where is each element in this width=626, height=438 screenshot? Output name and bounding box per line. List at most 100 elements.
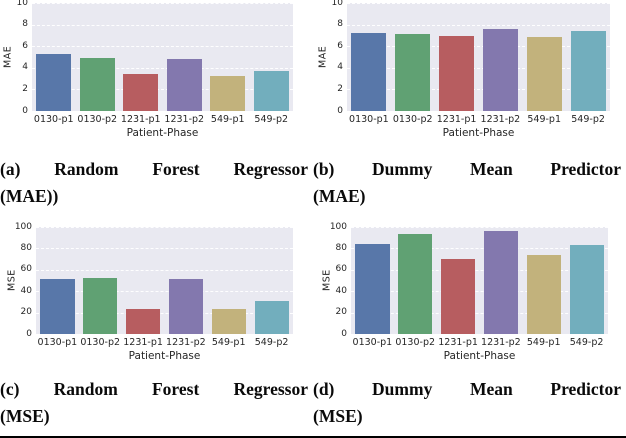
gridline (347, 67, 610, 69)
bar-549-p1 (211, 309, 246, 334)
y-tick-label: 80 (335, 242, 347, 253)
gridline (347, 89, 610, 91)
gridline (32, 46, 293, 48)
y-tick-label: 4 (337, 62, 343, 73)
x-tick-label: 549-p2 (254, 114, 289, 125)
x-tick-label: 549-p2 (254, 337, 289, 348)
caption-d-line1: (d) Dummy Mean Predictor (313, 379, 621, 399)
gridline (36, 312, 293, 314)
y-tick-label: 2 (337, 83, 343, 94)
gridline (351, 248, 608, 250)
bar-1231-p1 (123, 74, 159, 111)
bar-0130-p2 (398, 234, 433, 334)
caption-b: (b) Dummy Mean Predictor (MAE) (313, 148, 621, 230)
gridline (347, 46, 610, 48)
bar-549-p2 (569, 245, 604, 334)
bar-549-p1 (526, 37, 562, 111)
y-tick-label: 8 (22, 19, 28, 30)
x-tick-label: 0130-p1 (352, 337, 393, 348)
gridline (32, 24, 293, 26)
gridline (36, 269, 293, 271)
chart-dummy-mean-mse: MSE 0 20 40 60 80 100 0130-p1 0130-p2 1231-p1 1231… (313, 222, 626, 368)
gridline (347, 24, 610, 26)
caption-c-line2: (MSE) (0, 405, 50, 426)
gridline (351, 269, 608, 271)
gridline (351, 291, 608, 293)
caption-b-line1: (b) Dummy Mean Predictor (313, 159, 621, 179)
gridline (36, 291, 293, 293)
x-tick-label: 0130-p1 (33, 114, 74, 125)
x-tick-label: 1231-p1 (123, 337, 163, 348)
x-tick-label: 1231-p1 (438, 337, 478, 348)
bar-1231-p2 (482, 29, 518, 111)
caption-d-line2: (MSE) (313, 405, 363, 426)
x-tick-label: 0130-p2 (395, 337, 436, 348)
gridline (32, 3, 293, 4)
y-tick-label: 6 (337, 40, 343, 51)
y-tick-label: 80 (20, 242, 32, 253)
y-tick-label: 60 (335, 264, 347, 275)
x-tick-label: 0130-p2 (80, 337, 121, 348)
plot-area (32, 3, 293, 111)
y-tick-label: 10 (16, 0, 28, 8)
x-tick-label: 0130-p2 (77, 114, 118, 125)
caption-b-line2: (MAE) (313, 185, 366, 206)
plot-area (347, 3, 610, 111)
y-tick-label: 0 (26, 328, 32, 339)
x-axis-label: Patient-Phase (128, 350, 201, 362)
bar-1231-p1 (126, 309, 161, 334)
gridline (32, 67, 293, 69)
bar-1231-p1 (439, 36, 475, 111)
bar-0130-p1 (351, 33, 387, 111)
caption-c: (c) Random Forest Regressor (MSE) (0, 368, 308, 436)
x-axis-label: Patient-Phase (442, 127, 515, 139)
caption-c-line1: (c) Random Forest Regressor (0, 379, 308, 399)
y-tick-label: 20 (20, 307, 32, 318)
x-tick-label: 1231-p2 (481, 337, 521, 348)
y-tick-label: 60 (20, 264, 32, 275)
plot-area (36, 227, 293, 334)
gridline (351, 312, 608, 314)
y-tick-label: 40 (20, 285, 32, 296)
x-tick-label: 0130-p1 (349, 114, 389, 125)
chart-random-forest-mae: MAE 0 2 4 6 8 10 0130-p1 0130-p2 1231-p1 1231-p2 54… (0, 0, 313, 148)
bar-1231-p1 (441, 259, 476, 334)
y-tick-label: 4 (22, 62, 28, 73)
chart-dummy-mean-mae: MAE 0 2 4 6 8 10 0130-p1 0130-p2 1231-p1 1231-p2 54… (313, 0, 626, 148)
bar-0130-p2 (395, 34, 431, 111)
x-tick-label: 1231-p1 (120, 114, 161, 125)
bar-1231-p2 (168, 279, 204, 334)
x-tick-label: 1231-p2 (166, 337, 206, 348)
caption-d: (d) Dummy Mean Predictor (MSE) (313, 368, 621, 436)
caption-a-line2: (MAE)) (0, 185, 59, 206)
bar-1231-p2 (483, 231, 519, 334)
y-tick-label: 0 (22, 105, 28, 116)
bar-549-p2 (254, 301, 289, 334)
x-axis-label: Patient-Phase (443, 350, 516, 362)
x-tick-label: 549-p1 (211, 337, 246, 348)
y-tick-label: 40 (335, 285, 347, 296)
x-axis-label: Patient-Phase (126, 127, 199, 139)
bar-549-p1 (526, 255, 561, 334)
chart-random-forest-mse: MSE 0 20 40 60 80 100 0130-p1 0130-p2 1231-p1 1231… (0, 222, 313, 368)
x-tick-label: 0130-p2 (392, 114, 433, 125)
x-tick-label: 549-p2 (571, 114, 605, 125)
bar-0130-p1 (40, 279, 75, 334)
y-tick-label: 2 (22, 83, 28, 94)
gridline (36, 227, 293, 228)
y-tick-label: 0 (341, 328, 347, 339)
gridline (32, 89, 293, 91)
x-tick-label: 549-p1 (210, 114, 245, 125)
bar-0130-p1 (36, 54, 72, 111)
caption-a-line1: (a) Random Forest Regressor (0, 159, 308, 179)
bar-549-p2 (253, 71, 289, 111)
y-tick-label: 100 (329, 221, 347, 232)
bar-0130-p2 (79, 58, 115, 111)
bar-0130-p1 (355, 244, 390, 334)
bar-1231-p2 (166, 59, 202, 111)
y-tick-label: 10 (331, 0, 343, 8)
plot-area (351, 227, 608, 334)
bar-549-p1 (210, 76, 246, 111)
y-tick-label: 8 (337, 19, 343, 30)
